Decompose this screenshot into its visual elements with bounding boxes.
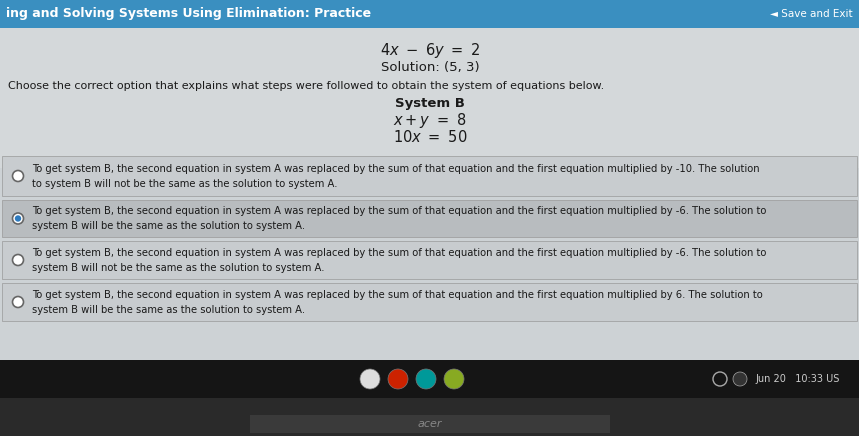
Text: to system B will not be the same as the solution to system A.: to system B will not be the same as the … [32,178,338,188]
Text: ◄ Save and Exit: ◄ Save and Exit [771,9,853,19]
Text: system B will not be the same as the solution to system A.: system B will not be the same as the sol… [32,262,325,272]
Circle shape [15,215,21,221]
FancyBboxPatch shape [250,415,610,433]
Text: $4x\ -\ 6y\ =\ 2$: $4x\ -\ 6y\ =\ 2$ [380,41,480,59]
Text: $x + y\ =\ 8$: $x + y\ =\ 8$ [393,110,466,129]
Circle shape [13,255,23,266]
Text: To get system B, the second equation in system A was replaced by the sum of that: To get system B, the second equation in … [32,164,759,174]
Text: ing and Solving Systems Using Elimination: Practice: ing and Solving Systems Using Eliminatio… [6,7,371,20]
FancyBboxPatch shape [0,398,859,436]
Text: acer: acer [417,419,442,429]
FancyBboxPatch shape [2,241,857,279]
Circle shape [13,170,23,181]
Text: $10x\ =\ 50$: $10x\ =\ 50$ [393,129,467,145]
Text: system B will be the same as the solution to system A.: system B will be the same as the solutio… [32,304,305,314]
Text: system B will be the same as the solution to system A.: system B will be the same as the solutio… [32,221,305,231]
Circle shape [416,369,436,389]
Text: To get system B, the second equation in system A was replaced by the sum of that: To get system B, the second equation in … [32,290,763,300]
Text: Solution: (5, 3): Solution: (5, 3) [381,61,479,75]
FancyBboxPatch shape [2,156,857,196]
Circle shape [388,369,408,389]
Text: Jun 20   10:33 US: Jun 20 10:33 US [756,374,840,384]
FancyBboxPatch shape [0,28,859,168]
Circle shape [444,369,464,389]
Circle shape [13,296,23,307]
Text: Choose the correct option that explains what steps were followed to obtain the s: Choose the correct option that explains … [8,81,604,91]
Text: To get system B, the second equation in system A was replaced by the sum of that: To get system B, the second equation in … [32,206,766,216]
FancyBboxPatch shape [0,0,859,28]
Circle shape [733,372,747,386]
Circle shape [13,213,23,224]
Text: System B: System B [395,96,465,109]
FancyBboxPatch shape [0,360,859,398]
FancyBboxPatch shape [0,28,859,373]
FancyBboxPatch shape [2,283,857,321]
Circle shape [360,369,380,389]
Text: To get system B, the second equation in system A was replaced by the sum of that: To get system B, the second equation in … [32,248,766,258]
FancyBboxPatch shape [2,200,857,237]
